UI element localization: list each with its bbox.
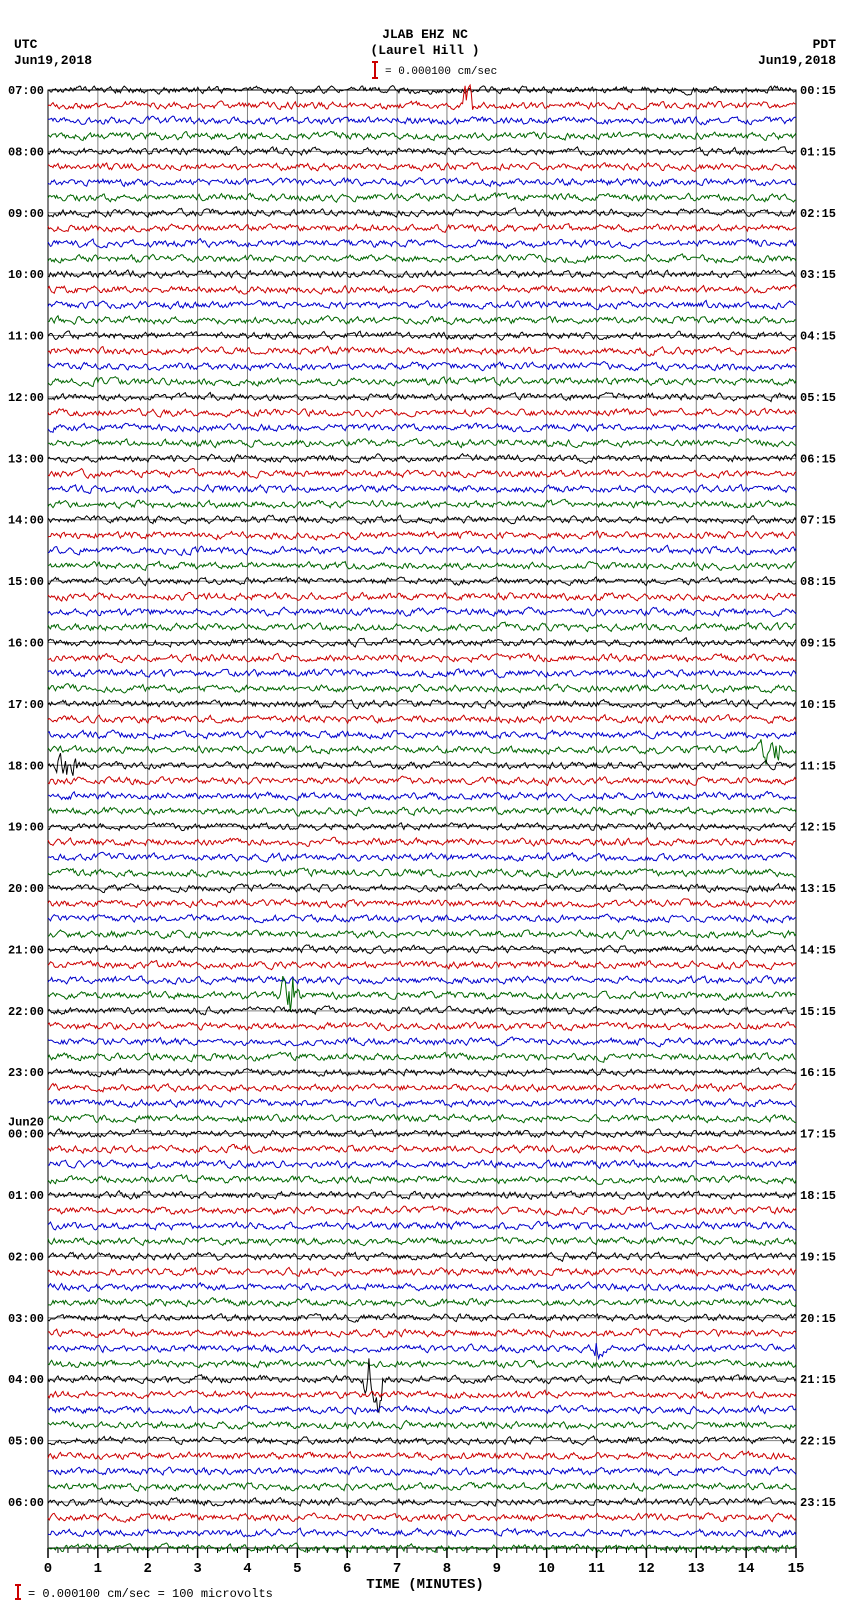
right-time-label: 16:15: [800, 1066, 836, 1080]
right-time-label: 02:15: [800, 207, 836, 221]
left-time-label: 18:00: [8, 759, 44, 773]
scale-text: = 0.000100 cm/sec: [385, 66, 497, 78]
x-tick-label: 5: [293, 1561, 301, 1577]
right-time-label: 00:15: [800, 84, 836, 98]
left-time-label: 09:00: [8, 207, 44, 221]
seismogram-figure: JLAB EHZ NC(Laurel Hill ) = 0.000100 cm/s…: [0, 0, 850, 1613]
left-time-label: 06:00: [8, 1496, 44, 1510]
x-tick-label: 0: [44, 1561, 52, 1577]
left-time-label: 01:00: [8, 1189, 44, 1203]
left-time-label: 10:00: [8, 268, 44, 282]
right-time-label: 14:15: [800, 943, 836, 957]
right-time-label: 11:15: [800, 759, 836, 773]
left-time-label: 14:00: [8, 514, 44, 528]
left-time-label: 15:00: [8, 575, 44, 589]
right-tz: PDT: [813, 37, 837, 52]
right-time-label: 21:15: [800, 1373, 836, 1387]
left-time-label: 02:00: [8, 1250, 44, 1264]
right-time-label: 17:15: [800, 1128, 836, 1142]
right-time-label: 07:15: [800, 514, 836, 528]
right-time-label: 22:15: [800, 1435, 836, 1449]
right-time-label: 10:15: [800, 698, 836, 712]
right-time-label: 08:15: [800, 575, 836, 589]
right-time-label: 06:15: [800, 452, 836, 466]
right-time-label: 09:15: [800, 637, 836, 651]
station-line1: JLAB EHZ NC: [382, 27, 468, 42]
x-tick-label: 4: [243, 1561, 251, 1577]
left-time-label: 22:00: [8, 1005, 44, 1019]
left-date: Jun19,2018: [14, 53, 92, 68]
x-axis-label: TIME (MINUTES): [366, 1577, 484, 1593]
left-time-label: 21:00: [8, 943, 44, 957]
x-tick-label: 8: [443, 1561, 451, 1577]
x-tick-label: 6: [343, 1561, 351, 1577]
left-time-label: 08:00: [8, 145, 44, 159]
x-tick-label: 14: [738, 1561, 755, 1577]
x-tick-label: 10: [538, 1561, 555, 1577]
x-tick-label: 15: [788, 1561, 805, 1577]
right-time-label: 23:15: [800, 1496, 836, 1510]
left-time-label: 04:00: [8, 1373, 44, 1387]
left-time-label: 19:00: [8, 821, 44, 835]
right-time-label: 04:15: [800, 330, 836, 344]
left-time-label: 00:00: [8, 1128, 44, 1142]
right-time-label: 03:15: [800, 268, 836, 282]
left-time-label: 07:00: [8, 84, 44, 98]
left-time-label: 17:00: [8, 698, 44, 712]
x-tick-label: 7: [393, 1561, 401, 1577]
right-time-label: 20:15: [800, 1312, 836, 1326]
left-tz: UTC: [14, 37, 38, 52]
station-line2: (Laurel Hill ): [370, 43, 479, 58]
left-time-label: 05:00: [8, 1435, 44, 1449]
left-time-label: 16:00: [8, 637, 44, 651]
right-time-label: 13:15: [800, 882, 836, 896]
left-time-label: 23:00: [8, 1066, 44, 1080]
right-time-label: 12:15: [800, 821, 836, 835]
right-time-label: 15:15: [800, 1005, 836, 1019]
x-tick-label: 13: [688, 1561, 705, 1577]
right-time-label: 19:15: [800, 1250, 836, 1264]
left-time-label: 03:00: [8, 1312, 44, 1326]
left-time-label: 20:00: [8, 882, 44, 896]
x-tick-label: 12: [638, 1561, 655, 1577]
x-tick-label: 1: [94, 1561, 102, 1577]
footer-text: = 0.000100 cm/sec = 100 microvolts: [28, 1587, 273, 1601]
x-tick-label: 3: [193, 1561, 201, 1577]
right-time-label: 05:15: [800, 391, 836, 405]
x-tick-label: 2: [144, 1561, 152, 1577]
left-time-label: 13:00: [8, 452, 44, 466]
x-tick-label: 9: [493, 1561, 501, 1577]
left-time-label: 11:00: [8, 330, 44, 344]
right-time-label: 01:15: [800, 145, 836, 159]
right-date: Jun19,2018: [758, 53, 836, 68]
left-time-label: 12:00: [8, 391, 44, 405]
x-tick-label: 11: [588, 1561, 605, 1577]
right-time-label: 18:15: [800, 1189, 836, 1203]
